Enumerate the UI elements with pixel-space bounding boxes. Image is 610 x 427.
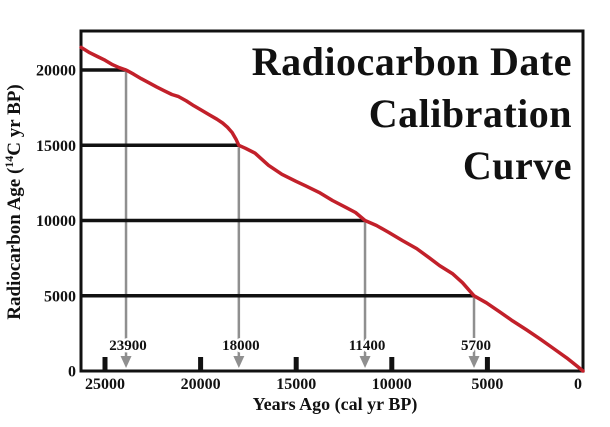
calibration-curve-line xyxy=(79,45,585,373)
y-tick-label-15000: 15000 xyxy=(36,138,76,155)
chart-title-line-1: Radiocarbon Date xyxy=(252,39,572,84)
x-tick-label-20000: 20000 xyxy=(181,376,221,393)
callout-value-label-23900: 23900 xyxy=(109,338,147,354)
x-tick-10000 xyxy=(389,357,395,370)
chart-title-line-3: Curve xyxy=(463,143,572,188)
y-tick-label-5000: 5000 xyxy=(44,288,76,305)
y-axis-label-superscript: 14 xyxy=(2,156,16,168)
y-axis-label: Radiocarbon Age (14C yr BP) xyxy=(2,84,25,319)
y-tick-label-20000: 20000 xyxy=(36,63,76,80)
y-axis-label-suffix: C yr BP) xyxy=(4,84,25,155)
callout-arrowhead-23900 xyxy=(120,356,132,368)
y-tick-label-0: 0 xyxy=(68,364,76,381)
callout-arrowhead-18000 xyxy=(233,356,245,368)
y-tick-label-10000: 10000 xyxy=(36,213,76,230)
chart-geometry: 25000 20000 15000 10000 5000 0 0 5000 10000 15000… xyxy=(36,29,585,393)
callout-value-label-11400: 11400 xyxy=(349,338,386,354)
plot-border xyxy=(79,29,585,373)
x-tick-label-0: 0 xyxy=(574,376,582,393)
x-tick-20000 xyxy=(198,357,204,370)
callout-value-label-5700: 5700 xyxy=(461,338,491,354)
callout-arrowhead-11400 xyxy=(359,356,371,368)
x-tick-25000 xyxy=(102,357,108,370)
x-tick-label-25000: 25000 xyxy=(85,376,125,393)
x-axis-label: Years Ago (cal yr BP) xyxy=(253,394,418,415)
x-tick-label-10000: 10000 xyxy=(372,376,412,393)
chart-title-line-2: Calibration xyxy=(369,91,572,136)
callout-value-label-18000: 18000 xyxy=(222,338,260,354)
y-axis-label-prefix: Radiocarbon Age ( xyxy=(4,168,25,320)
x-tick-15000 xyxy=(293,357,299,370)
x-tick-5000 xyxy=(484,357,490,370)
x-tick-label-5000: 5000 xyxy=(471,376,503,393)
x-tick-label-15000: 15000 xyxy=(276,376,316,393)
callout-arrowhead-5700 xyxy=(468,356,480,368)
